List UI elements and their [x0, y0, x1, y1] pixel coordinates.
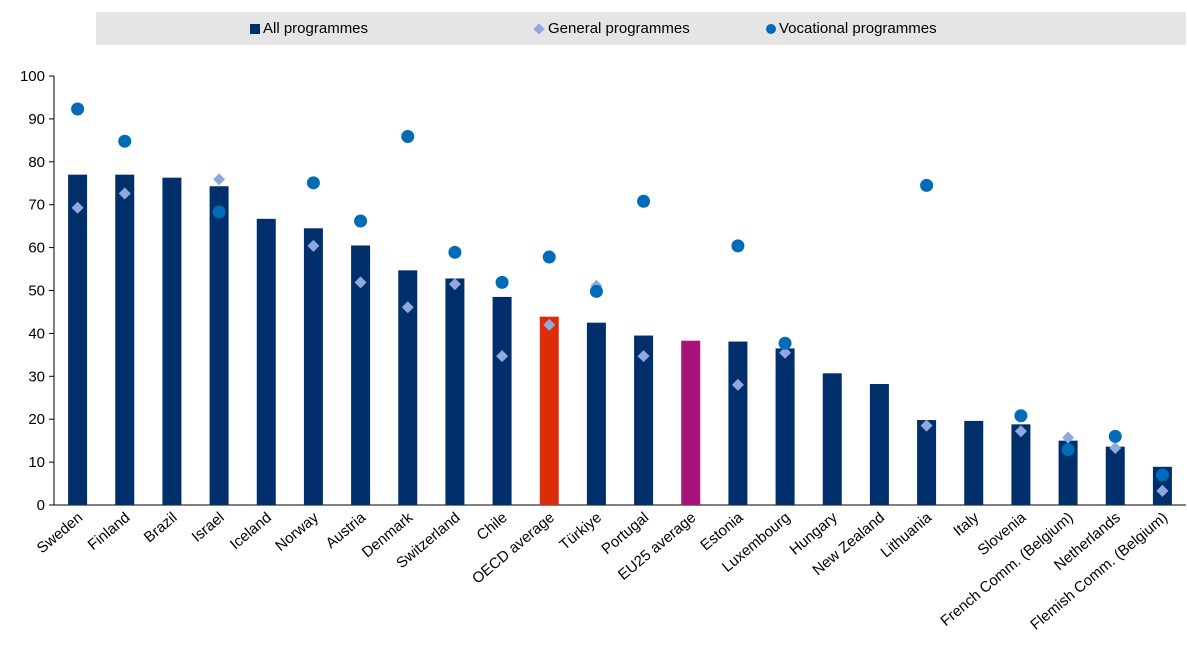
vocational-point	[118, 134, 132, 148]
bar-switzerland	[445, 278, 465, 505]
x-tick-label: Brazil	[141, 509, 181, 546]
bar-t-rkiye	[586, 322, 606, 505]
y-tick-label: 30	[28, 368, 45, 385]
vocational-point	[1108, 429, 1122, 443]
x-tick-label: Chile	[474, 509, 511, 544]
x-tick-label: Israel	[189, 509, 228, 546]
bar-oecd-average	[539, 316, 559, 505]
vocational-point	[1014, 409, 1028, 423]
legend-item-all-programmes: All programmes	[250, 12, 368, 45]
bar-portugal	[634, 335, 654, 505]
bar-hungary	[822, 373, 842, 505]
vocational-point	[448, 245, 462, 259]
y-tick-label: 50	[28, 283, 45, 300]
general-point	[543, 318, 556, 331]
y-tick-label: 70	[28, 197, 45, 214]
general-point	[213, 173, 226, 186]
y-tick-label: 60	[28, 240, 45, 257]
vocational-point	[731, 239, 745, 253]
vocational-point	[354, 214, 368, 228]
general-point	[920, 419, 933, 432]
bar-estonia	[728, 341, 748, 505]
x-tick-label: Finland	[85, 509, 134, 554]
general-point	[731, 378, 744, 391]
general-point	[448, 278, 461, 291]
vocational-point	[589, 284, 603, 298]
vocational-point	[495, 275, 509, 289]
y-tick-label: 10	[28, 454, 45, 471]
vocational-point	[1061, 443, 1075, 457]
bar-sweden	[68, 174, 88, 506]
vocational-point	[212, 205, 226, 219]
bar-french-comm-belgium-	[1058, 440, 1078, 505]
markers	[71, 102, 1169, 497]
bar-austria	[351, 245, 371, 505]
bar-chile	[492, 296, 512, 505]
y-tick-label: 20	[28, 411, 45, 428]
legend-label-vocational: Vocational programmes	[779, 20, 937, 37]
general-point	[307, 239, 320, 252]
y-tick-label: 0	[37, 497, 45, 514]
x-tick-label: Lithuania	[878, 509, 936, 562]
bar-netherlands	[1105, 446, 1125, 505]
y-tick-label: 100	[20, 68, 45, 85]
general-point	[1062, 431, 1075, 444]
x-tick-label: Norway	[272, 509, 322, 555]
legend-item-general-programmes: General programmes	[533, 12, 690, 45]
bar-luxembourg	[775, 348, 795, 505]
circle-swatch-icon	[766, 24, 776, 35]
y-tick-label: 80	[28, 154, 45, 171]
bar-swatch-icon	[250, 24, 260, 35]
x-tick-label: Iceland	[227, 509, 275, 553]
vocational-point	[637, 194, 651, 208]
general-point	[779, 346, 792, 359]
bar-finland	[115, 174, 135, 506]
y-axis: 0 10 20 30 40 50 60 70 80 90 100	[20, 68, 1186, 514]
bars	[68, 174, 1172, 506]
legend: All programmes General programmes Vocati…	[96, 12, 1186, 45]
general-point	[71, 201, 84, 214]
legend-label-all: All programmes	[263, 20, 369, 37]
x-tick-label: Italy	[950, 509, 982, 540]
bar-iceland	[256, 218, 276, 505]
vocational-point	[71, 102, 85, 116]
general-point	[1156, 484, 1169, 497]
vocational-point	[1155, 468, 1169, 482]
vocational-point	[306, 176, 320, 190]
legend-label-general: General programmes	[548, 20, 690, 37]
vocational-point	[920, 178, 934, 192]
vocational-point	[542, 250, 556, 264]
y-tick-label: 90	[28, 111, 45, 128]
bar-slovenia	[1011, 424, 1031, 505]
bar-denmark	[398, 270, 418, 505]
bar-italy	[964, 420, 984, 505]
x-tick-label: OECD average	[469, 509, 558, 587]
vocational-point	[778, 336, 792, 350]
y-tick-label: 40	[28, 325, 45, 342]
bar-lithuania	[917, 420, 937, 505]
bar-israel	[209, 186, 229, 506]
general-point	[401, 301, 414, 314]
bar-brazil	[162, 177, 182, 505]
legend-item-vocational-programmes: Vocational programmes	[766, 12, 937, 45]
x-tick-label: Türkiye	[556, 509, 605, 554]
bar-eu25-average	[681, 340, 701, 505]
x-tick-label: Sweden	[34, 509, 86, 557]
vocational-point	[401, 129, 415, 143]
general-point	[496, 350, 509, 363]
general-point	[118, 187, 131, 200]
general-point	[637, 350, 650, 363]
general-point	[1014, 425, 1027, 438]
general-point	[1109, 441, 1122, 454]
bar-new-zealand	[869, 384, 889, 505]
general-point	[354, 276, 367, 289]
bar-norway	[303, 228, 323, 506]
